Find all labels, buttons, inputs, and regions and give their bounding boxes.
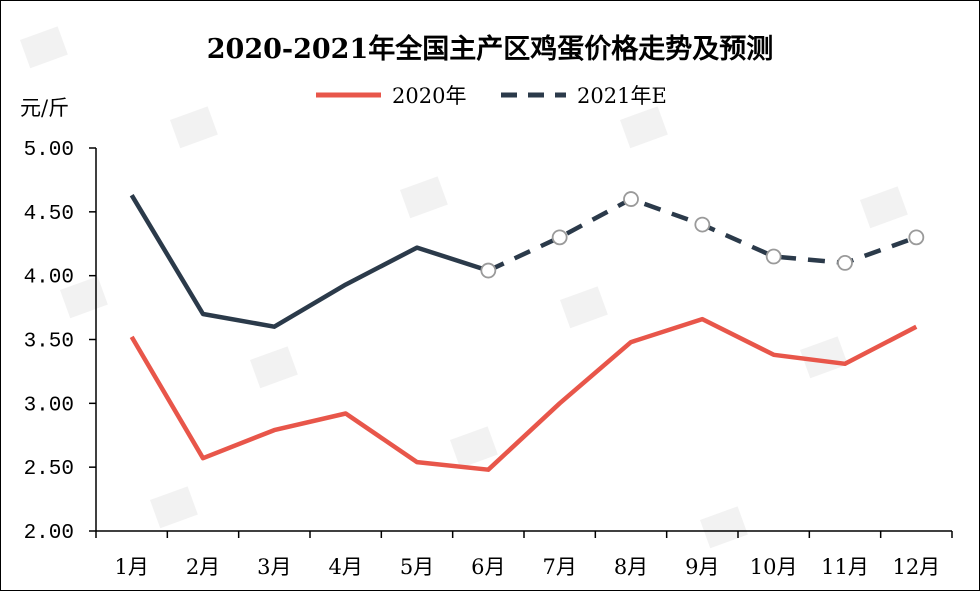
watermark-mark	[250, 346, 298, 389]
watermark-mark	[799, 336, 848, 379]
watermark-mark	[449, 426, 498, 469]
x-tick-label: 8月	[614, 555, 648, 579]
series-point-1	[551, 229, 568, 246]
x-tick-label: 1月	[114, 555, 148, 579]
legend-label-2020: 2020年	[392, 84, 466, 108]
legend-label-2021e: 2021年E	[577, 84, 667, 108]
watermark-mark	[620, 106, 668, 149]
axes	[89, 147, 953, 538]
legend: 2020年 2021年E	[316, 84, 667, 108]
y-axis-ticks: 2.00 2.50 3.00 3.50 4.00 4.50 5.00	[24, 139, 74, 545]
x-tick-label: 4月	[328, 555, 362, 579]
series-point-1	[908, 229, 925, 246]
x-tick-label: 6月	[471, 555, 505, 579]
watermark-mark	[700, 506, 748, 549]
x-tick-label: 2月	[186, 555, 220, 579]
x-tick-label: 5月	[400, 555, 434, 579]
watermark-mark	[560, 286, 608, 329]
x-tick-label: 12月	[892, 555, 940, 579]
x-tick-label: 9月	[685, 555, 719, 579]
y-tick-label: 3.00	[24, 394, 74, 417]
series-point-1	[837, 254, 853, 271]
watermark-mark	[400, 176, 448, 219]
chart-title: 2020-2021年全国主产区鸡蛋价格走势及预测	[207, 33, 774, 65]
x-tick-label: 7月	[542, 555, 576, 579]
watermark-mark	[150, 486, 198, 529]
y-tick-label: 4.00	[24, 267, 74, 290]
y-tick-label: 4.50	[24, 203, 74, 226]
series-line-0	[129, 316, 918, 472]
watermark-mark	[20, 26, 68, 69]
x-tick-label: 3月	[257, 555, 291, 579]
series-point-1	[480, 262, 497, 279]
x-tick-label: 11月	[821, 555, 869, 579]
x-axis-ticks: 1月 2月 3月 4月 5月 6月 7月 8月 9月 10月 11月 12月	[114, 555, 940, 579]
x-tick-label: 10月	[750, 555, 798, 579]
y-tick-label: 5.00	[24, 139, 74, 162]
series-line-1-solid	[129, 194, 489, 329]
series-point-1	[765, 248, 782, 265]
series-point-1	[694, 216, 711, 233]
y-tick-label: 2.00	[24, 522, 74, 545]
series-point-1	[623, 191, 639, 207]
watermark-mark	[170, 106, 218, 149]
watermark-mark	[859, 186, 908, 229]
y-tick-label: 2.50	[24, 458, 74, 481]
y-axis-label: 元/斤	[20, 96, 69, 120]
y-tick-label: 3.50	[24, 331, 74, 354]
series-layer	[129, 191, 925, 472]
